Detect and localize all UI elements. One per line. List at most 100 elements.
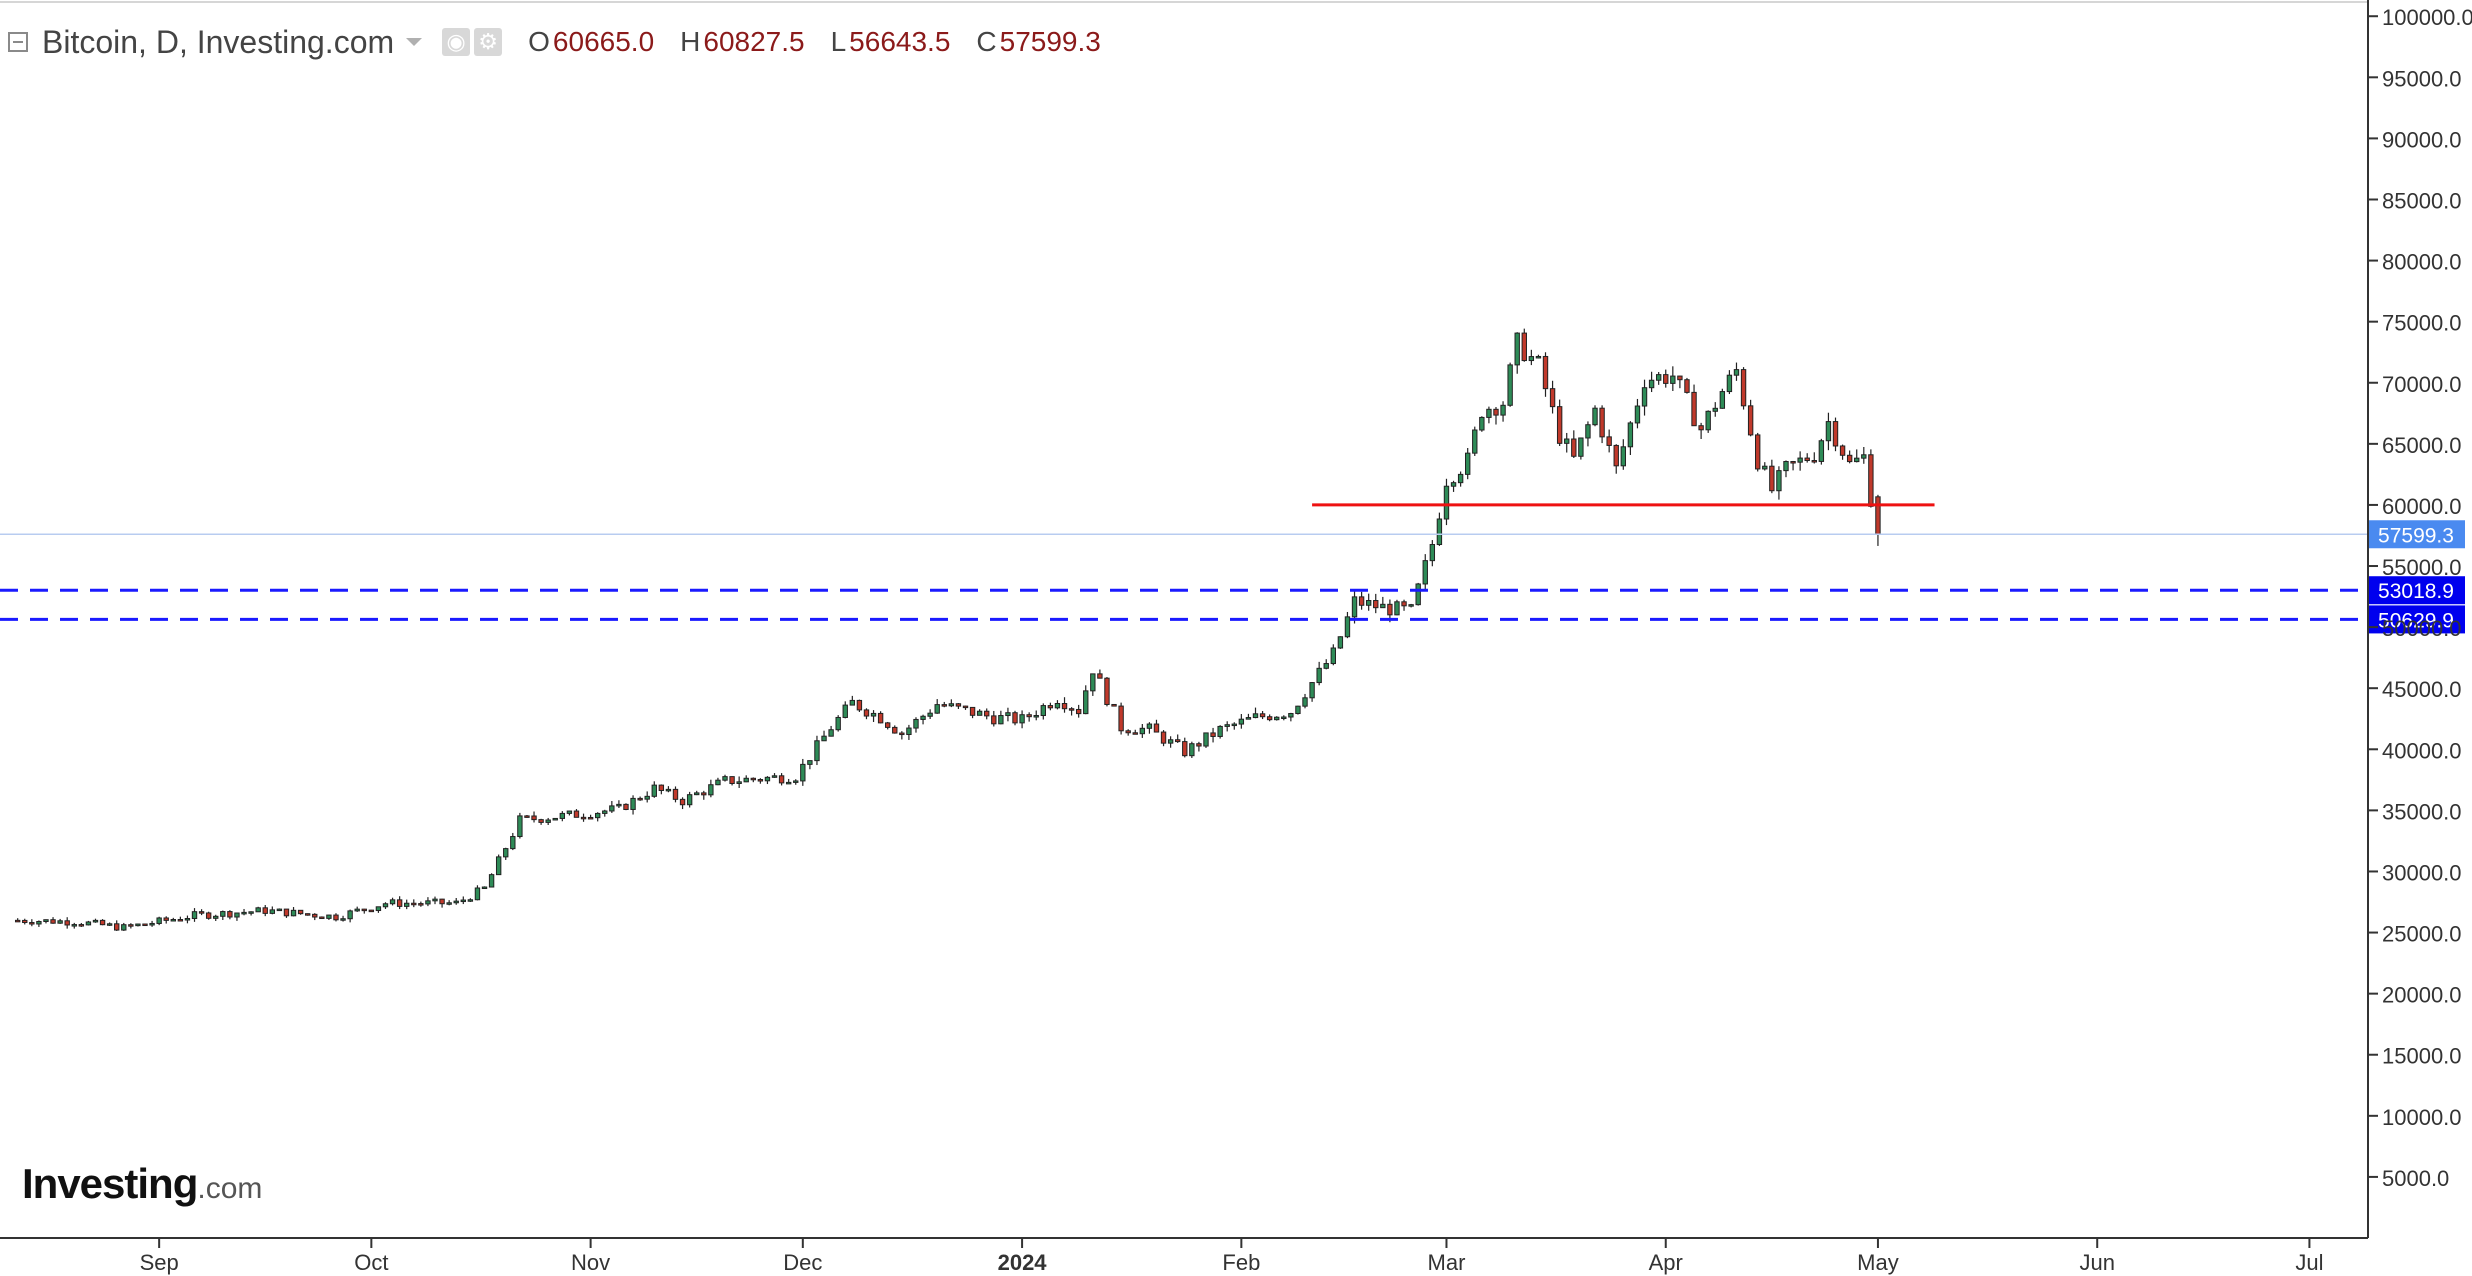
- candle-body: [347, 910, 353, 920]
- candle-body: [623, 803, 629, 810]
- candle-up: [870, 710, 877, 722]
- candle-up: [1302, 693, 1308, 709]
- candle-body: [948, 703, 955, 707]
- candle-body: [517, 815, 523, 838]
- candle-body: [163, 917, 169, 921]
- candle-body: [1387, 603, 1393, 616]
- candle-body: [800, 763, 806, 782]
- candle-body: [1090, 673, 1096, 692]
- candle-up: [1408, 603, 1414, 608]
- candle-up: [1415, 582, 1421, 606]
- x-tick-label: Jul: [2295, 1250, 2323, 1275]
- candle-up: [1189, 741, 1195, 758]
- candle-down: [757, 778, 764, 784]
- candle-body: [128, 924, 134, 927]
- candle-body: [1825, 421, 1832, 442]
- candle-down: [524, 814, 530, 818]
- support-label: 53018.9: [2378, 580, 2454, 603]
- candle-body: [71, 924, 77, 927]
- x-tick-label: 2024: [998, 1250, 1048, 1275]
- candle-down: [114, 920, 120, 931]
- candle-down: [29, 919, 35, 927]
- candle-down: [297, 909, 304, 915]
- candle-body: [361, 908, 367, 912]
- candle-up: [156, 916, 162, 926]
- candle-body: [1776, 470, 1782, 492]
- candle-down: [418, 901, 424, 907]
- candle-body: [1542, 355, 1549, 390]
- candle-down: [1401, 599, 1407, 611]
- candle-up: [290, 907, 297, 917]
- candle-body: [1422, 560, 1428, 585]
- candle-body: [665, 788, 672, 792]
- candle-up: [432, 896, 438, 905]
- candle-body: [941, 704, 947, 707]
- candle-body: [135, 923, 141, 927]
- candle-body: [1832, 421, 1839, 447]
- candle-down: [1832, 417, 1839, 452]
- candle-body: [354, 908, 360, 912]
- x-tick-label: Mar: [1428, 1250, 1466, 1275]
- candle-body: [64, 920, 70, 926]
- candle-up: [1394, 599, 1400, 616]
- chart-legend: Bitcoin, D, Investing.com ◉ ⚙ O 60665.0 …: [8, 22, 1127, 62]
- candle-up: [517, 812, 523, 839]
- candle-up: [1486, 406, 1492, 424]
- candle-down: [962, 705, 969, 710]
- eye-icon[interactable]: ◉: [442, 28, 471, 56]
- candle-down: [1068, 707, 1075, 716]
- candle-down: [1755, 432, 1761, 472]
- candle-down: [538, 818, 544, 825]
- y-tick-label: 80000.0: [2382, 250, 2462, 275]
- candle-down: [1358, 591, 1365, 610]
- candle-body: [750, 777, 756, 781]
- candle-body: [1054, 703, 1061, 709]
- candle-down: [1104, 677, 1110, 707]
- candle-up: [340, 915, 346, 922]
- candle-down: [1606, 429, 1612, 453]
- candle-down: [877, 711, 884, 724]
- candle-up: [1054, 700, 1061, 710]
- gear-icon[interactable]: ⚙: [474, 28, 503, 56]
- candle-down: [1769, 459, 1775, 494]
- candle-body: [1068, 708, 1075, 711]
- candle-down: [899, 731, 905, 740]
- candle-up: [255, 906, 261, 913]
- candle-body: [743, 777, 749, 783]
- x-tick-label: Apr: [1649, 1250, 1683, 1275]
- candle-up: [57, 918, 63, 924]
- candle-body: [1818, 440, 1825, 462]
- candle-body: [220, 911, 226, 917]
- candle-up: [1620, 439, 1627, 470]
- candle-up: [906, 724, 912, 740]
- candle-down: [163, 916, 169, 924]
- candle-body: [637, 797, 643, 801]
- x-tick-label: May: [1857, 1250, 1899, 1275]
- candle-down: [368, 909, 375, 913]
- ohlc-readout: O 60665.0 H 60827.5 L 56643.5 C 57599.3: [528, 26, 1127, 58]
- candle-body: [432, 898, 438, 902]
- candle-body: [1083, 690, 1089, 715]
- candle-body: [297, 909, 304, 915]
- candle-body: [1365, 600, 1372, 606]
- collapse-legend-icon[interactable]: [8, 32, 28, 52]
- candle-body: [156, 917, 162, 924]
- candle-body: [1415, 583, 1421, 606]
- candle-body: [729, 776, 735, 784]
- x-tick-label: Oct: [354, 1250, 388, 1275]
- candle-down: [396, 896, 403, 910]
- candle-up: [934, 699, 940, 714]
- candle-up: [1528, 349, 1535, 366]
- candle-up: [510, 832, 516, 851]
- candle-up: [1323, 659, 1329, 670]
- candle-down: [304, 913, 311, 916]
- candle-up: [545, 817, 551, 825]
- chevron-down-icon[interactable]: [406, 38, 423, 46]
- candle-body: [29, 922, 35, 925]
- candle-body: [1316, 667, 1322, 684]
- candle-up: [71, 922, 77, 929]
- candle-body: [1585, 424, 1591, 439]
- candle-up: [354, 906, 360, 912]
- candle-body: [1132, 732, 1138, 735]
